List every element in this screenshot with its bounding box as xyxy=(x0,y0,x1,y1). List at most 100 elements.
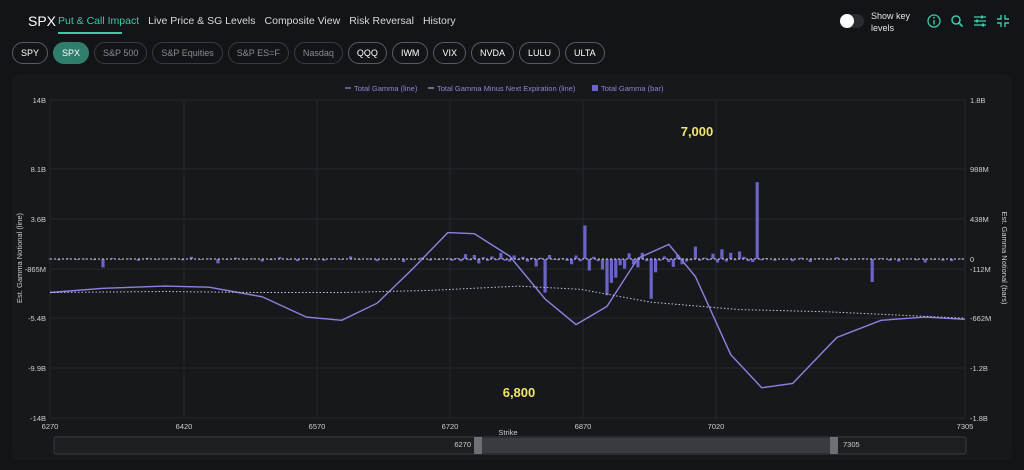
gamma-bar xyxy=(534,259,538,267)
gamma-bar xyxy=(525,259,529,262)
chip-nasdaq[interactable]: Nasdaq xyxy=(293,42,343,64)
slider-handle-left[interactable] xyxy=(474,437,482,454)
x-tick: 6420 xyxy=(176,422,193,431)
y-right-axis-label: Est. Gamma Notional (bars) xyxy=(1000,212,1009,305)
active-tab-indicator xyxy=(58,32,122,34)
x-tick: 6720 xyxy=(442,422,459,431)
tab-put-call-impact[interactable]: Put & Call Impact xyxy=(58,15,140,27)
gamma-bar xyxy=(888,259,892,261)
gamma-bar xyxy=(198,259,202,260)
gamma-bar xyxy=(791,259,795,262)
info-icon[interactable] xyxy=(926,13,942,29)
total-gamma-line xyxy=(49,231,966,389)
gamma-bar xyxy=(583,225,587,259)
gamma-bar xyxy=(331,258,335,260)
gamma-bar xyxy=(592,256,596,259)
sliders-icon[interactable] xyxy=(972,13,988,29)
search-icon[interactable] xyxy=(949,13,965,29)
y-right-tick: 438M xyxy=(970,215,989,224)
tab-live-price-sg-levels[interactable]: Live Price & SG Levels xyxy=(148,15,256,27)
gamma-bar xyxy=(287,259,291,260)
gamma-bar xyxy=(295,259,300,262)
gamma-bar xyxy=(623,259,627,269)
y-right-tick: -1.2B xyxy=(970,364,988,373)
gamma-bar xyxy=(499,252,503,259)
chip-nvda[interactable]: NVDA xyxy=(470,42,514,64)
gamma-bar xyxy=(729,252,733,259)
gamma-bar xyxy=(879,258,883,259)
gamma-bar xyxy=(494,259,498,261)
chip-qqq[interactable]: QQQ xyxy=(347,42,387,64)
legend-total-gamma-bar-label: Total Gamma (bar) xyxy=(601,84,664,93)
gamma-bar xyxy=(512,255,516,259)
gamma-bar xyxy=(605,259,609,296)
chip-ulta[interactable]: ULTA xyxy=(564,42,605,64)
y-right-tick: -662M xyxy=(970,314,991,323)
gamma-bar xyxy=(251,258,255,260)
gamma-bar xyxy=(119,259,123,260)
y-left-tick: -865M xyxy=(25,265,46,274)
slider-start-label: 6270 xyxy=(454,440,471,449)
y-right-tick: -112M xyxy=(970,265,991,274)
gamma-bar xyxy=(645,259,649,262)
total-gamma-minus-next-exp-line xyxy=(49,285,966,319)
gamma-bar xyxy=(667,259,671,263)
gamma-bar xyxy=(578,259,582,262)
chip-spy[interactable]: SPY xyxy=(12,42,49,64)
y-left-tick: 8.1B xyxy=(31,165,46,174)
annotation-6800: 6,800 xyxy=(503,385,536,400)
tab-risk-reversal[interactable]: Risk Reversal xyxy=(349,15,414,27)
x-axis-label: Strike xyxy=(498,428,517,437)
slider-handle-right[interactable] xyxy=(830,437,838,454)
gamma-bar xyxy=(808,259,812,263)
chip-sp-equities[interactable]: S&P Equities xyxy=(152,42,223,64)
gamma-bar xyxy=(676,254,680,259)
x-tick: 6570 xyxy=(309,422,326,431)
gamma-bar xyxy=(450,259,454,261)
gamma-bar xyxy=(671,259,675,267)
gamma-bar xyxy=(517,259,521,261)
gamma-bar xyxy=(614,259,618,278)
tab-history[interactable]: History xyxy=(422,15,456,27)
gamma-bar xyxy=(83,258,87,260)
annotation-7000: 7,000 xyxy=(681,124,714,139)
gamma-bar xyxy=(189,256,193,259)
gamma-bar xyxy=(419,257,423,259)
gamma-bar xyxy=(490,256,494,259)
gamma-bar xyxy=(455,258,459,259)
y-left-axis-label: Est. Gamma Notional (line) xyxy=(15,212,24,303)
gamma-bar xyxy=(742,256,746,259)
chip-lulu[interactable]: LULU xyxy=(518,42,560,64)
chip-sp500[interactable]: S&P 500 xyxy=(94,42,148,64)
gamma-bar xyxy=(959,258,963,260)
chip-spx[interactable]: SPX xyxy=(53,42,90,64)
gamma-bar xyxy=(574,255,578,259)
chip-vix[interactable]: VIX xyxy=(433,42,466,64)
gamma-bar xyxy=(472,255,476,259)
chip-iwm[interactable]: IWM xyxy=(391,42,429,64)
tab-composite-view[interactable]: Composite View xyxy=(264,15,341,27)
gamma-bar xyxy=(508,259,512,262)
gamma-bar xyxy=(738,251,742,259)
gamma-bar xyxy=(556,259,560,261)
gamma-bar xyxy=(618,259,622,266)
gamma-bar xyxy=(101,259,105,268)
slider-end-label: 7305 xyxy=(843,440,860,449)
gamma-bar xyxy=(486,259,490,261)
legend-total-gamma-minus-line-label: Total Gamma Minus Next Expiration (line) xyxy=(437,84,576,93)
gamma-bar xyxy=(260,259,264,262)
gamma-bar xyxy=(269,259,273,261)
gamma-bar xyxy=(689,259,693,261)
gamma-bar xyxy=(539,257,543,259)
chip-sp-esf[interactable]: S&P ES=F xyxy=(227,42,289,64)
gamma-bar xyxy=(654,259,658,273)
gamma-bar xyxy=(459,259,463,262)
collapse-icon[interactable] xyxy=(995,13,1011,29)
gamma-bar xyxy=(128,258,132,260)
gamma-bar xyxy=(941,259,945,261)
gamma-bar xyxy=(552,259,556,260)
x-tick: 6270 xyxy=(42,422,59,431)
show-key-levels-toggle[interactable] xyxy=(840,14,864,28)
gamma-bar xyxy=(587,259,591,271)
gamma-bar xyxy=(693,246,697,259)
